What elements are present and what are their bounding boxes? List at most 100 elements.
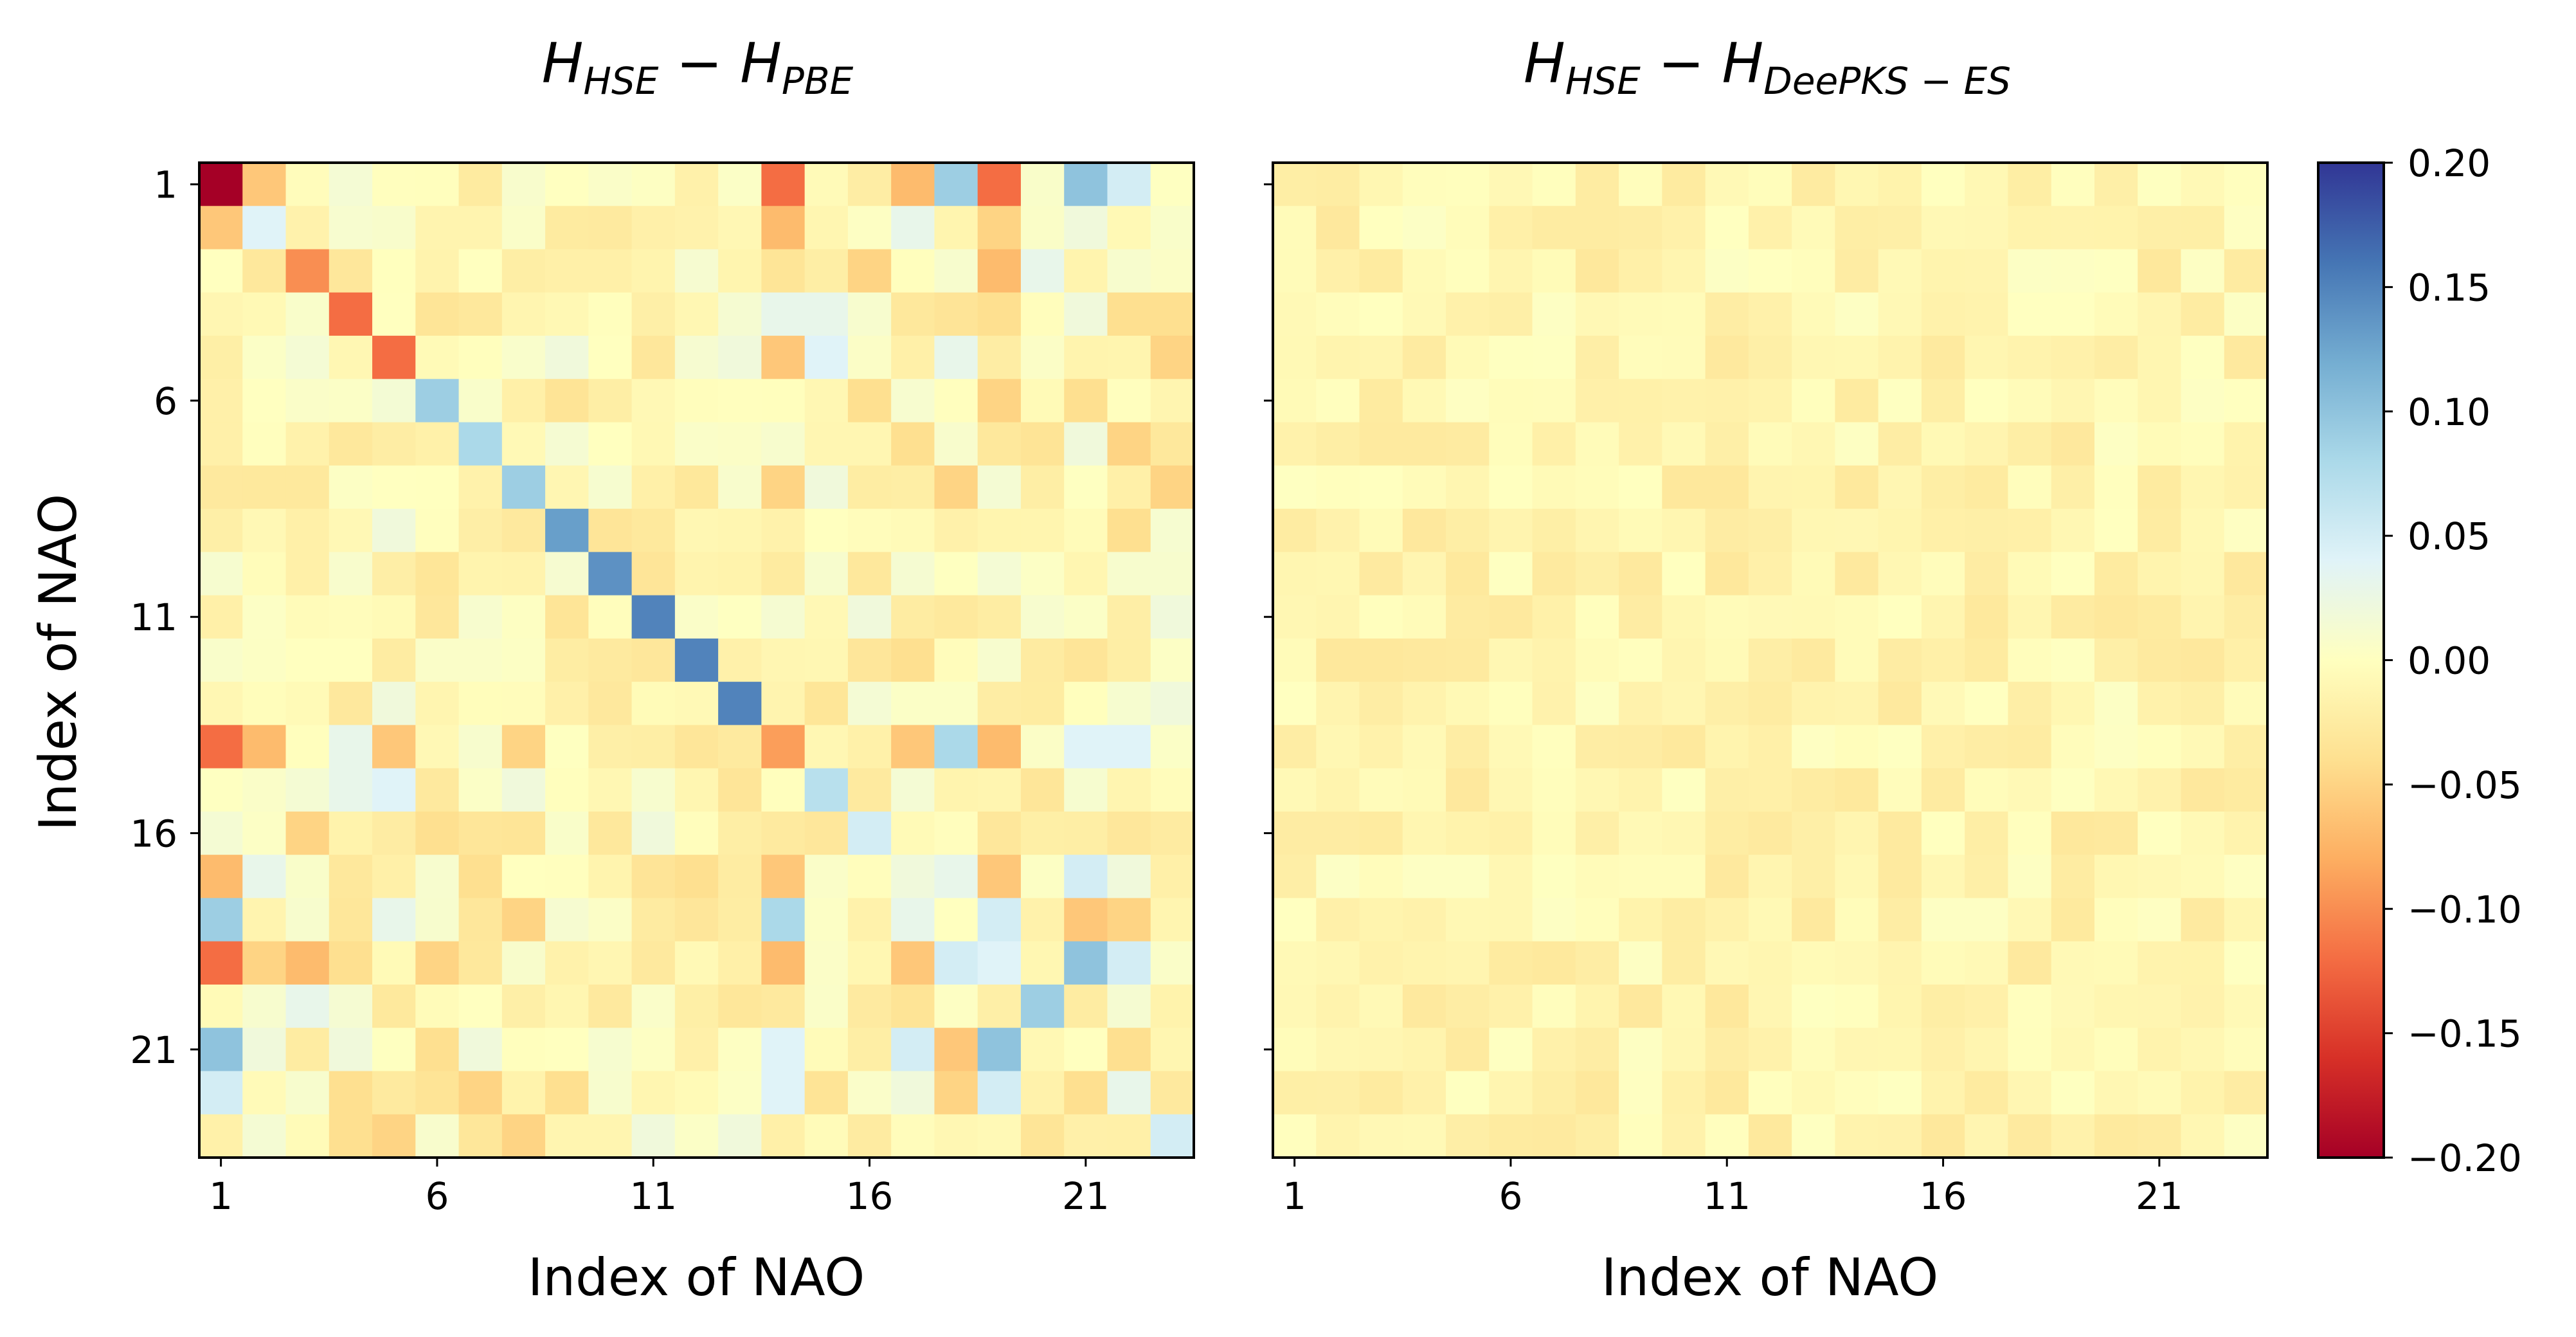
heatmap-cell [501,1028,546,1072]
heatmap-cell [242,898,287,942]
heatmap-cell [1792,206,1835,250]
heatmap-cell [1878,811,1922,855]
heatmap-cell [1835,465,1879,509]
heatmap-cell [1835,249,1879,293]
heatmap-cell [1064,725,1108,769]
heatmap-cell [977,898,1022,942]
heatmap-cell [847,422,892,466]
heatmap-cell [1402,941,1446,985]
heatmap-cell [1064,595,1108,639]
heatmap-cell [501,336,546,379]
heatmap-cell [1064,465,1108,509]
heatmap-cell [2051,811,2095,855]
heatmap-cell [2181,1028,2225,1072]
heatmap-cell [1446,638,1490,682]
heatmap-cell [1446,1071,1490,1115]
heatmap-cell [285,898,330,942]
heatmap-cell [1273,941,1317,985]
heatmap-cell [1107,163,1151,206]
heatmap-cell [1792,379,1835,423]
heatmap-cell [761,249,806,293]
heatmap-cell [1575,552,1619,596]
heatmap-cell [2181,336,2225,379]
heatmap-cell [2094,292,2138,336]
heatmap-cell [1359,768,1403,812]
heatmap-cell [285,768,330,812]
heatmap-cell [1107,336,1151,379]
heatmap-cell [761,292,806,336]
heatmap-cell [891,552,935,596]
heatmap-cell [761,855,806,899]
heatmap-cell [718,509,762,552]
heatmap-cell [2138,163,2182,206]
heatmap-cell [199,941,243,985]
heatmap-cell [1792,811,1835,855]
heatmap-cell [415,682,460,725]
heatmap-cell [1619,1028,1662,1072]
heatmap-cell [1965,768,2009,812]
heatmap-cell [934,638,978,682]
heatmap-cell [1316,1071,1360,1115]
heatmap-cell [2181,941,2225,985]
heatmap-cell [674,206,719,250]
heatmap-cell [1575,206,1619,250]
heatmap-cell [1965,163,2009,206]
x-tick-label: 16 [846,1174,894,1218]
heatmap-cell [1489,682,1533,725]
heatmap-cell [458,509,503,552]
heatmap-cell [934,984,978,1028]
heatmap-cell [1835,1114,1879,1158]
heatmap-cell [2094,249,2138,293]
heatmap-cell [2224,552,2268,596]
heatmap-cell [804,1114,849,1158]
heatmap-cell [1446,984,1490,1028]
colorbar-tick-label: 0.00 [2408,639,2490,683]
heatmap-cell [1150,422,1194,466]
heatmap-cell [1064,1114,1108,1158]
heatmap-cell [977,984,1022,1028]
heatmap-cell [1316,379,1360,423]
heatmap-cell [977,206,1022,250]
heatmap-cell [2138,379,2182,423]
heatmap-cell [674,465,719,509]
heatmap-cell [1020,941,1065,985]
heatmap-cell [1921,898,1965,942]
heatmap-cell [1359,855,1403,899]
heatmap-cell [1835,336,1879,379]
heatmap-cell [1359,465,1403,509]
heatmap-cell [1359,725,1403,769]
heatmap-cell [242,379,287,423]
heatmap-cell [501,768,546,812]
heatmap-cell [804,638,849,682]
colorbar-tick-label: 0.15 [2408,266,2490,309]
heatmap-cell [1359,1071,1403,1115]
heatmap-cell [588,1114,633,1158]
heatmap-cell [1921,249,1965,293]
heatmap-cell [199,249,243,293]
heatmap-cell [1446,768,1490,812]
heatmap-cell [242,768,287,812]
heatmap-cell [804,379,849,423]
heatmap-cell [415,336,460,379]
heatmap-cell [804,725,849,769]
heatmap-cell [1532,509,1576,552]
heatmap-cell [1359,552,1403,596]
heatmap-cell [1748,249,1792,293]
heatmap-cell [804,811,849,855]
heatmap-cell [458,682,503,725]
heatmap-cell [891,1114,935,1158]
heatmap-cell [1705,1114,1749,1158]
heatmap-cell [1107,811,1151,855]
heatmap-cell [199,725,243,769]
heatmap-cell [891,336,935,379]
heatmap-cell [1489,206,1533,250]
heatmap-cell [2224,811,2268,855]
heatmap-cell [242,336,287,379]
heatmap-cell [501,1071,546,1115]
heatmap-cell [1064,292,1108,336]
heatmap-cell [1446,465,1490,509]
heatmap-cell [1446,898,1490,942]
heatmap-cell [847,379,892,423]
heatmap-cell [934,163,978,206]
heatmap-cell [1150,292,1194,336]
